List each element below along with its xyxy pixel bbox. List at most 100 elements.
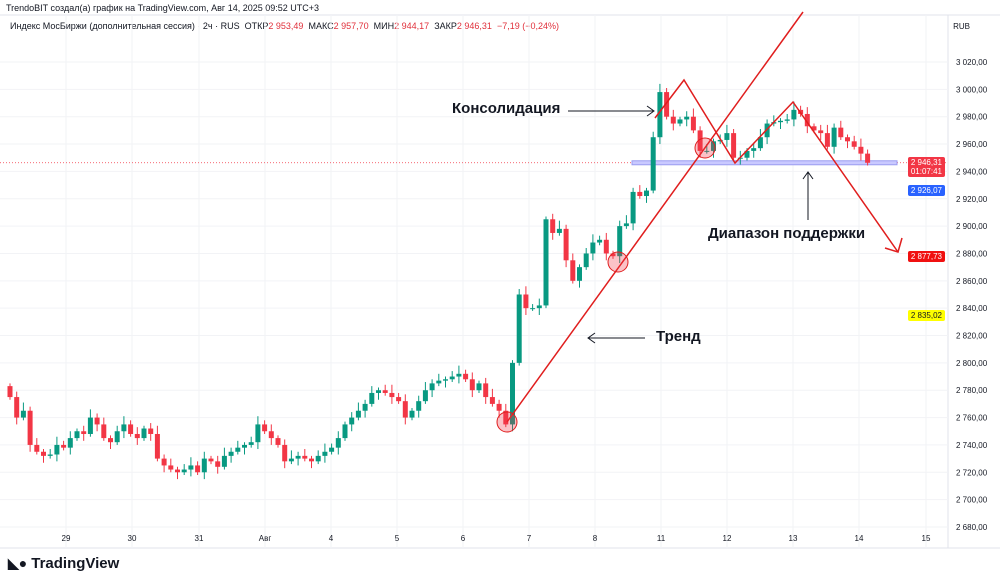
open-label: ОТКР [244,21,269,31]
touch-point-circle [496,411,518,433]
annotation-support: Диапазон поддержки [708,225,866,242]
candle-body [824,133,830,147]
candle-body [664,92,670,117]
y-tick-label: 2 720,00 [956,468,988,477]
candle-body [369,392,375,404]
candle-body [536,305,542,309]
candle-body [489,397,495,404]
x-tick-label: 14 [855,534,864,543]
candle-body [603,239,609,254]
candle-body [657,92,663,138]
candle-body [235,447,241,452]
candle-body [248,442,254,445]
candle-body [47,454,53,456]
candle-body [396,397,402,402]
candle-body [556,228,562,233]
x-tick-label: 6 [461,534,466,543]
touch-point-circle [694,137,716,159]
candle-body [315,455,321,462]
currency-label[interactable]: RUB [953,22,970,31]
x-tick-label: 8 [593,534,598,543]
tradingview-logo[interactable]: ◣● TradingView [8,555,119,572]
candle-body [503,410,509,425]
candle-body [389,392,395,398]
y-tick-label: 2 840,00 [956,304,988,313]
y-tick-label: 2 760,00 [956,414,988,423]
candle-body [670,116,676,124]
candle-body [677,119,683,124]
last-price: 2 946,31 [910,158,942,167]
tradingview-logo-icon: ◣● [8,555,28,571]
yellow-price-label: 2 835,02 [907,310,945,321]
logo-text: TradingView [31,555,120,572]
candle-body [778,120,783,123]
candle-body [362,403,368,411]
candle-body [784,119,790,121]
y-tick-label: 2 920,00 [956,195,988,204]
y-tick-label: 2 780,00 [956,386,988,395]
candle-body [195,465,201,473]
candle-body [208,458,214,462]
candle-body [483,383,489,398]
candle-body [141,428,147,439]
candle-body [831,127,837,147]
symbol-name[interactable]: Индекс МосБиржи (дополнительная сессия) … [10,21,240,31]
candle-body [81,431,87,434]
y-tick-label: 3 000,00 [956,85,988,94]
candle-body [724,133,730,140]
low-value: 2 944,17 [394,21,430,31]
candle-body [7,386,13,398]
candle-body [342,424,348,439]
candle-body [108,438,113,443]
low-label: МИН [373,21,395,31]
high-value: 2 957,70 [333,21,369,31]
last-price-label: 2 946,31 01:07:41 [907,157,945,177]
candle-body [101,424,107,439]
candle-body [262,424,268,432]
candle-body [449,376,455,380]
candle-body [838,127,844,138]
candle-body [731,133,737,158]
candle-body [717,139,723,142]
candle-body [409,410,415,418]
candle-body [255,424,261,443]
candle-body [711,141,716,151]
candle-body [27,410,33,445]
candle-body [34,444,40,452]
candle-body [114,431,120,443]
candle-body [376,390,381,393]
candle-body [469,379,475,391]
candle-body [94,417,100,425]
candle-body [268,431,274,439]
support-range-box [631,160,898,166]
candle-body [865,153,871,163]
y-tick-label: 2 860,00 [956,277,988,286]
candle-body [349,417,355,425]
x-tick-label: 7 [527,534,532,543]
change-value: −7,19 (−0,24%) [496,21,559,31]
candle-body [128,424,134,434]
candle-body [335,438,341,448]
x-tick-label: Авг [259,534,272,543]
candle-body [87,417,93,434]
candle-body [54,444,60,455]
candle-body [74,431,80,439]
candle-body [543,219,549,306]
arrow-left-icon [587,332,596,344]
candle-body [67,438,73,448]
candle-body [175,469,180,473]
candle-body [295,455,301,459]
y-tick-label: 2 820,00 [956,332,988,341]
red-price-label: 2 877,73 [907,251,945,262]
x-tick-label: 29 [62,534,71,543]
x-tick-label: 4 [329,534,334,543]
candle-body [690,116,696,131]
candle-body [577,267,582,281]
candle-body [563,228,569,261]
candle-body [570,260,576,281]
candle-body [168,465,174,470]
candle-body [845,137,850,142]
candle-body [14,397,20,418]
candle-body [684,116,690,120]
